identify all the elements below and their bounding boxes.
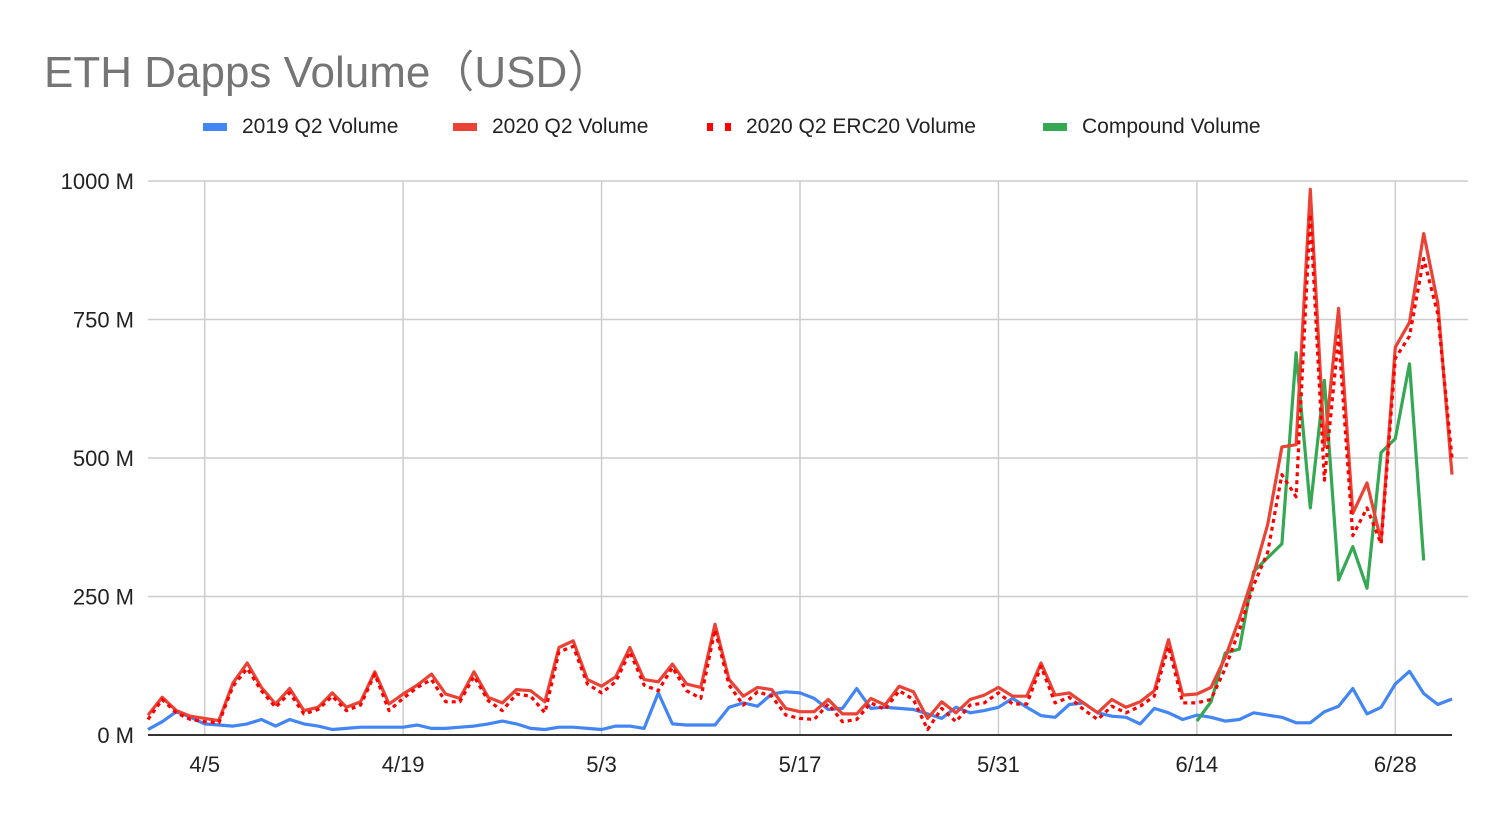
x-tick-label: 6/14 [1175, 752, 1218, 777]
legend-label: 2020 Q2 Volume [492, 115, 649, 138]
series-line-compound-volume [1195, 351, 1426, 723]
swatch-bar [203, 123, 227, 131]
x-tick-label: 4/19 [382, 752, 425, 777]
series-line-2019-q2-volume [147, 669, 1453, 732]
x-tick-label: 5/3 [586, 752, 617, 777]
swatch-dot [707, 123, 713, 131]
x-tick-label: 6/28 [1374, 752, 1417, 777]
legend-item-compound-volume[interactable]: Compound Volume [1040, 112, 1261, 142]
swatch-dot [725, 123, 731, 131]
y-tick-label: 0 M [97, 723, 134, 748]
y-tick-label: 1000 M [61, 169, 134, 194]
legend-swatch-2020-q2-erc20-volume [707, 123, 731, 131]
legend-swatch-compound-volume [1043, 123, 1067, 131]
series-line-2020-q2-volume [146, 187, 1454, 723]
y-tick-label: 750 M [73, 308, 134, 333]
legend-label: 2020 Q2 ERC20 Volume [746, 115, 976, 138]
legend-item-2019-q2-volume[interactable]: 2019 Q2 Volume [200, 112, 398, 142]
x-axis-ticks: 4/5 4/19 5/3 5/17 5/31 6/14 6/28 [189, 752, 1416, 777]
legend-item-2020-q2-volume[interactable]: 2020 Q2 Volume [450, 112, 648, 142]
horizontal-gridlines [148, 180, 1468, 598]
legend-swatch-2020-q2-volume [453, 123, 477, 131]
x-tick-label: 5/17 [779, 752, 822, 777]
legend-label: 2019 Q2 Volume [242, 115, 399, 138]
legend-label: Compound Volume [1082, 115, 1261, 138]
legend-swatch-2019-q2-volume [203, 123, 227, 131]
series-line-2020-q2-erc20-volume [146, 212, 1454, 732]
chart-title: ETH Dapps Volume（USD） [44, 48, 612, 97]
legend-item-2020-q2-erc20-volume[interactable]: 2020 Q2 ERC20 Volume [704, 112, 976, 142]
legend: 2019 Q2 Volume 2020 Q2 Volume 2020 Q2 ER… [0, 112, 1494, 142]
y-axis-ticks: 1000 M 750 M 500 M 250 M 0 M [61, 169, 134, 748]
swatch-bar [453, 123, 477, 131]
x-tick-label: 4/5 [189, 752, 220, 777]
y-tick-label: 500 M [73, 446, 134, 471]
x-tick-label: 5/31 [977, 752, 1020, 777]
y-tick-label: 250 M [73, 585, 134, 610]
swatch-bar [1043, 123, 1067, 131]
series-layer [146, 187, 1454, 732]
